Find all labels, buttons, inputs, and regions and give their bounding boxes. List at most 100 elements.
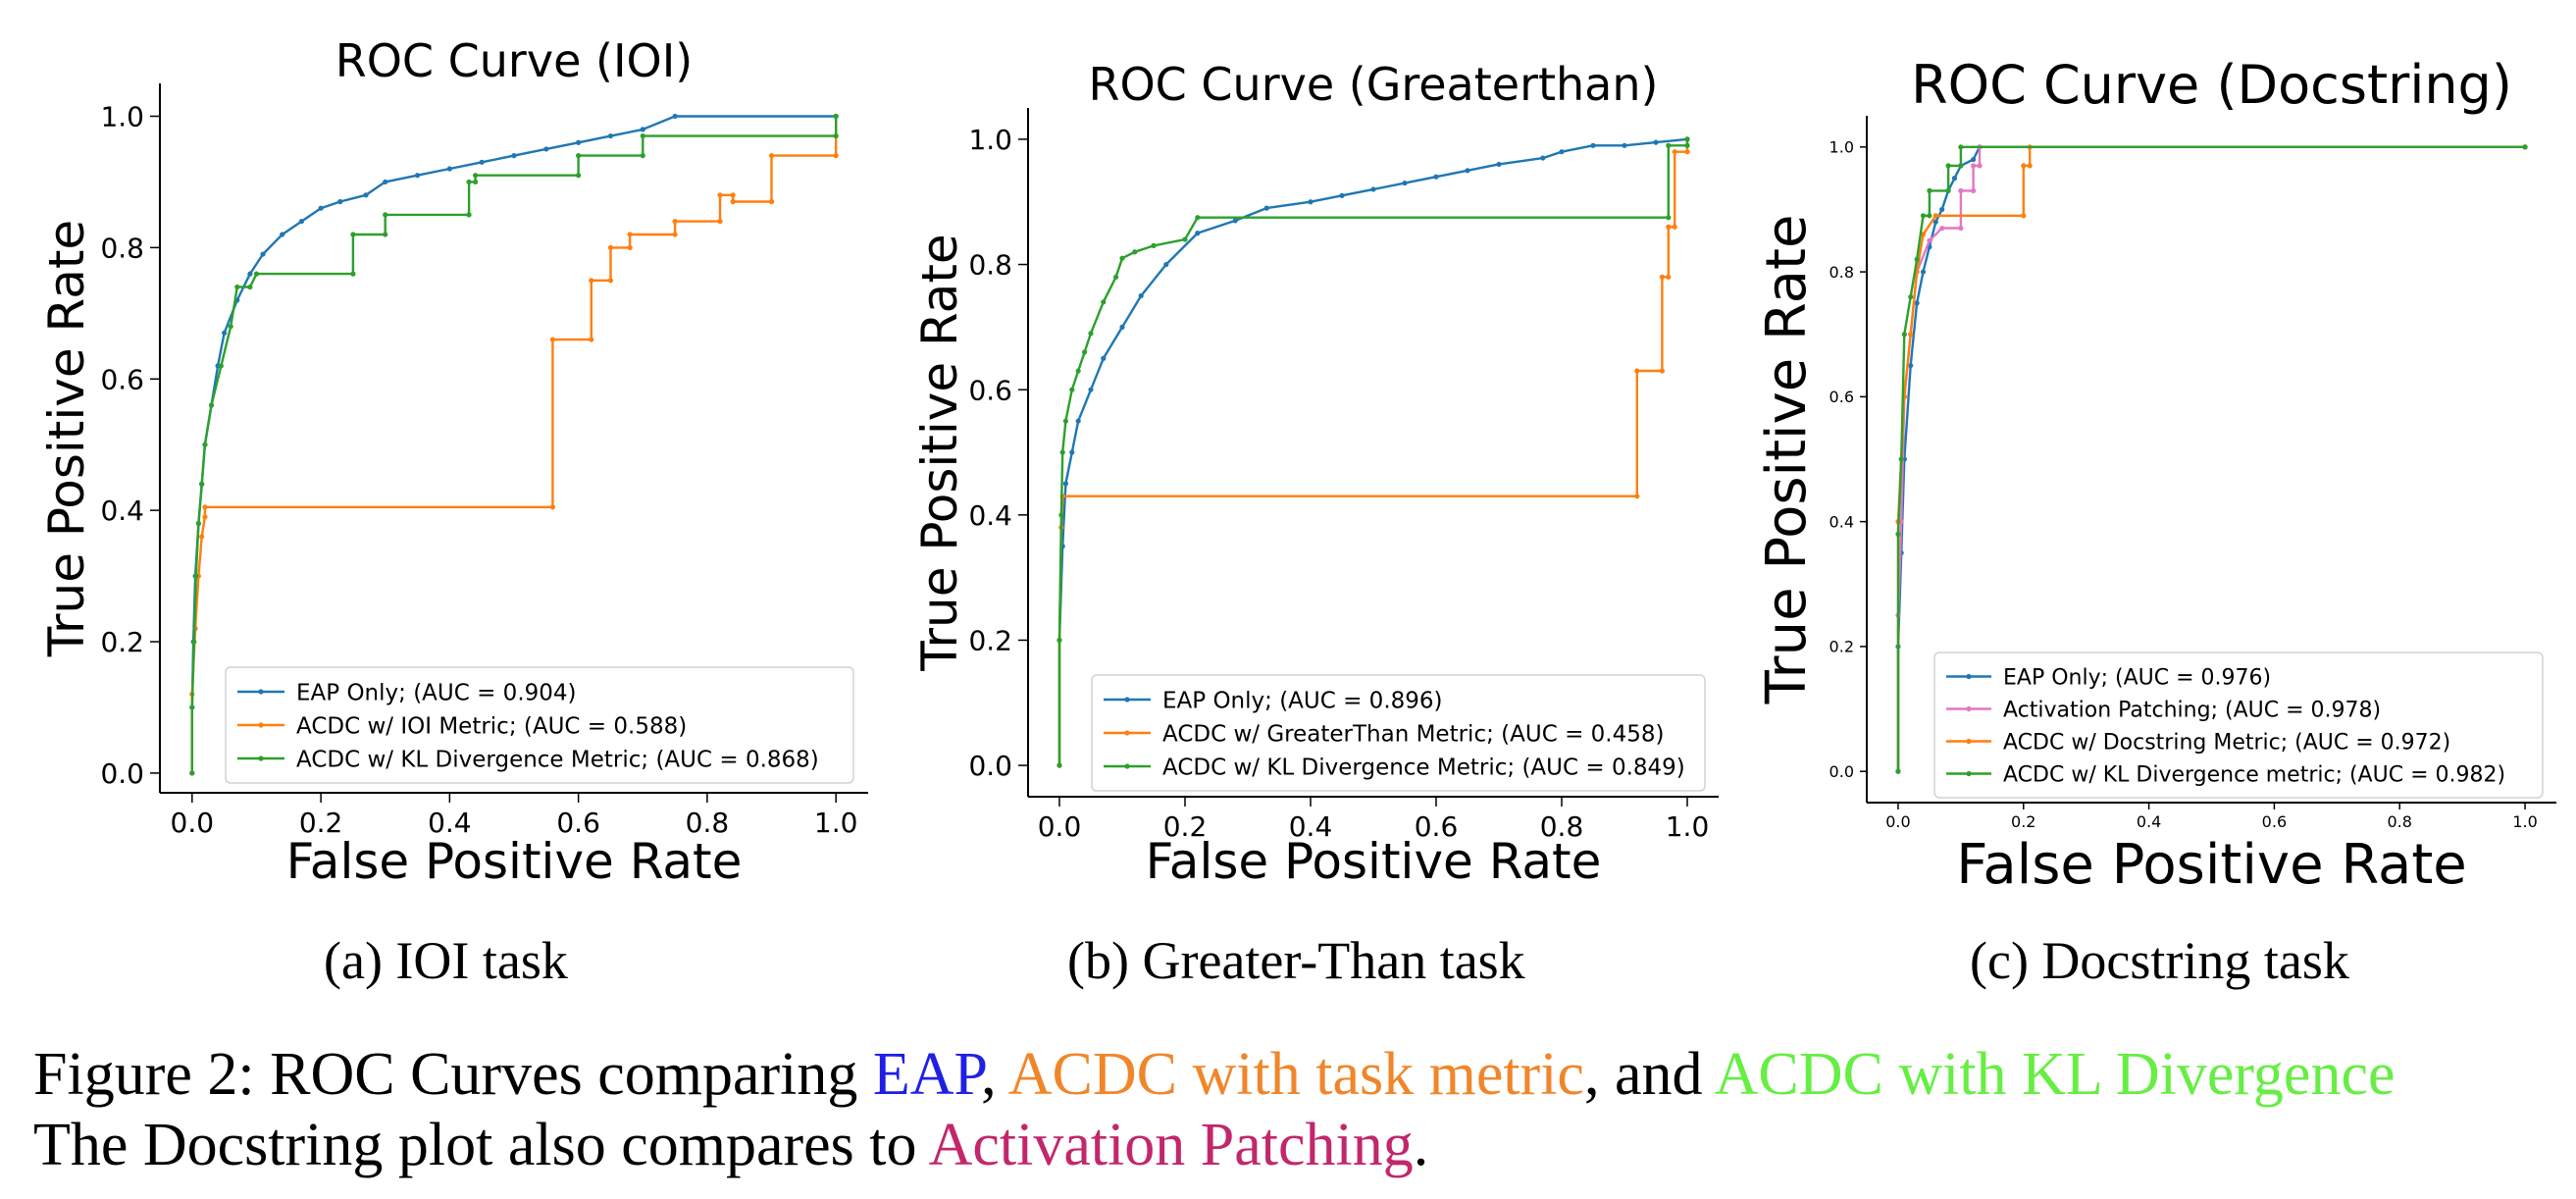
data-point bbox=[280, 232, 285, 237]
data-point bbox=[1232, 218, 1238, 224]
data-point bbox=[414, 173, 421, 179]
data-point bbox=[1901, 332, 1907, 338]
chart-3: 0.0 0.2 0.4 0.6 0.8 1.0 0.0 0.2 0.4 0.6 0.8 1.0 ROC … bbox=[1755, 54, 2556, 897]
chart-title: ROC Curve (Greaterthan) bbox=[1089, 58, 1659, 111]
data-point bbox=[640, 153, 645, 159]
data-point bbox=[1977, 163, 1983, 169]
data-point bbox=[1263, 205, 1269, 211]
data-point bbox=[768, 153, 775, 159]
y-tick-label: 0.8 bbox=[1829, 263, 1854, 282]
x-tick-label: 0.8 bbox=[1540, 810, 1584, 843]
data-point bbox=[1119, 324, 1125, 330]
y-tick-label: 0.8 bbox=[968, 249, 1012, 282]
data-point bbox=[607, 132, 614, 139]
data-point bbox=[234, 284, 240, 290]
data-point bbox=[672, 113, 678, 120]
data-point bbox=[1684, 142, 1690, 148]
data-point bbox=[833, 153, 839, 159]
data-point bbox=[1058, 512, 1064, 518]
data-point bbox=[589, 278, 594, 284]
data-point bbox=[549, 504, 555, 510]
data-point bbox=[717, 218, 723, 225]
legend-marker bbox=[258, 722, 264, 728]
chart-2: 0.0 0.2 0.4 0.6 0.8 1.0 0.0 0.2 0.4 0.6 0.8 1.0 ROC … bbox=[911, 58, 1719, 890]
x-tick-label: 1.0 bbox=[814, 807, 858, 839]
caption-sep2: , and bbox=[1583, 1041, 1715, 1108]
chart-title: ROC Curve (Docstring) bbox=[1911, 54, 2512, 116]
data-point bbox=[1895, 531, 1901, 537]
legend-marker bbox=[1966, 705, 1972, 712]
data-point bbox=[466, 179, 472, 185]
data-point bbox=[473, 173, 479, 179]
data-point bbox=[1914, 256, 1920, 262]
data-point bbox=[1559, 149, 1565, 155]
series-line bbox=[1057, 138, 1689, 766]
y-tick-label: 0.0 bbox=[100, 757, 144, 790]
series-3 bbox=[1056, 136, 1690, 768]
data-point bbox=[1062, 481, 1068, 487]
y-tick-label: 1.0 bbox=[968, 124, 1012, 156]
legend-marker bbox=[1966, 770, 1972, 777]
data-point bbox=[350, 271, 356, 277]
data-point bbox=[2021, 163, 2027, 169]
data-point bbox=[1666, 224, 1672, 230]
legend-label: ACDC w/ GreaterThan Metric; (AUC = 0.458… bbox=[1162, 721, 1664, 747]
legend-marker bbox=[258, 756, 264, 761]
data-point bbox=[1062, 418, 1068, 424]
x-tick-label: 1.0 bbox=[1666, 810, 1710, 843]
y-tick-label: 1.0 bbox=[100, 101, 144, 133]
legend-box bbox=[1933, 652, 2544, 799]
figure-caption-line2: The Docstring plot also compares to Acti… bbox=[33, 1111, 1428, 1180]
caption-eap: EAP bbox=[872, 1041, 982, 1108]
data-point bbox=[1634, 368, 1640, 374]
data-point bbox=[1914, 300, 1920, 306]
data-point bbox=[1163, 261, 1169, 268]
data-point bbox=[1370, 186, 1376, 192]
x-tick-label: 0.4 bbox=[428, 807, 472, 839]
data-point bbox=[672, 232, 678, 237]
data-point bbox=[1308, 199, 1314, 205]
data-point bbox=[1088, 387, 1094, 392]
data-point bbox=[2522, 144, 2528, 150]
y-tick-label: 0.0 bbox=[968, 750, 1012, 782]
data-point bbox=[1634, 494, 1640, 499]
y-tick-label: 0.6 bbox=[100, 363, 144, 395]
data-point bbox=[1659, 274, 1665, 280]
data-point bbox=[1088, 331, 1094, 337]
data-point bbox=[1684, 149, 1690, 155]
data-point bbox=[1496, 161, 1502, 168]
legend-label: ACDC w/ KL Divergence Metric; (AUC = 0.8… bbox=[1162, 755, 1685, 780]
legend-label: ACDC w/ Docstring Metric; (AUC = 0.972) bbox=[2003, 730, 2450, 755]
x-axis-label: False Positive Rate bbox=[286, 833, 743, 890]
y-tick-label: 0.8 bbox=[100, 232, 144, 264]
data-point bbox=[1402, 180, 1408, 186]
data-point bbox=[576, 153, 582, 159]
data-point bbox=[543, 146, 549, 152]
data-point bbox=[199, 481, 205, 487]
data-point bbox=[576, 139, 582, 145]
data-point bbox=[1465, 168, 1470, 174]
data-point bbox=[298, 218, 304, 225]
data-point bbox=[607, 244, 614, 250]
data-point bbox=[383, 212, 388, 218]
x-tick-label: 0.2 bbox=[299, 807, 343, 839]
x-tick-label: 0.0 bbox=[1038, 810, 1082, 843]
x-tick-label: 0.2 bbox=[1163, 810, 1208, 843]
series-line bbox=[1057, 137, 1688, 766]
data-point bbox=[1339, 192, 1345, 198]
legend-marker bbox=[1124, 730, 1130, 736]
y-tick-label: 0.4 bbox=[968, 499, 1012, 532]
caption-activation-patching: Activation Patching bbox=[928, 1112, 1414, 1178]
legend: EAP Only; (AUC = 0.904) ACDC w/ IOI Metri… bbox=[225, 666, 854, 784]
data-point bbox=[1666, 215, 1672, 221]
data-point bbox=[260, 251, 266, 257]
data-point bbox=[627, 232, 633, 237]
subcaption-docstring: (c) Docstring task bbox=[1970, 931, 2349, 990]
y-tick-label: 0.4 bbox=[100, 495, 144, 527]
legend-marker bbox=[1966, 673, 1972, 680]
data-point bbox=[1920, 269, 1927, 275]
data-point bbox=[576, 173, 582, 179]
series-1 bbox=[1056, 136, 1690, 768]
data-point bbox=[202, 504, 208, 510]
data-point bbox=[466, 212, 472, 218]
